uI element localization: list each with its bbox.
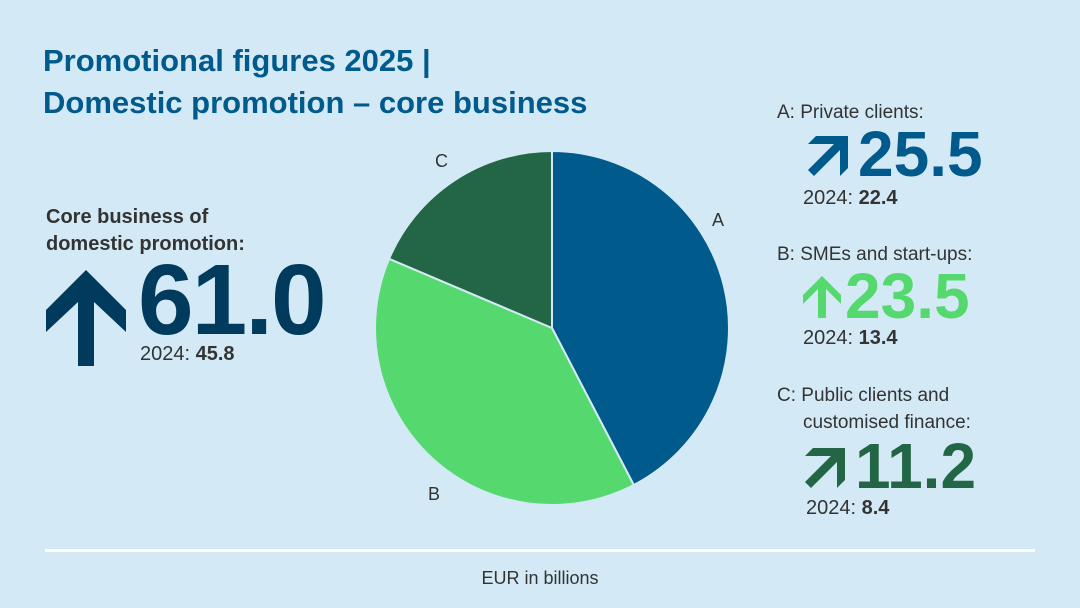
unit-label: EUR in billions [481, 568, 599, 588]
segment-a-prev: 2024: 22.4 [803, 187, 898, 209]
segment-b-prev: 2024: 13.4 [803, 327, 898, 349]
segment-c-value: 11.2 [855, 430, 977, 502]
arrow-up-icon [46, 270, 126, 366]
pie-slice-a [551, 149, 730, 487]
segment-c-label: C: Public clients and customised finance… [777, 382, 971, 436]
pie-chart [374, 149, 730, 506]
segment-b-label: B: SMEs and start-ups: [777, 244, 973, 265]
core-label-line-2: domestic promotion: [46, 233, 245, 255]
arrow-up-right-icon [805, 448, 845, 488]
core-prev: 2024: 45.8 [140, 343, 235, 365]
page-title: Promotional figures 2025 | Domestic prom… [43, 40, 587, 124]
pie-slice-b [374, 257, 636, 506]
segment-a-value: 25.5 [858, 118, 983, 190]
pie-label-c: C [435, 151, 448, 171]
pie-label-b: B [428, 484, 441, 504]
segment-a-label: A: Private clients: [777, 102, 924, 123]
title-line-2: Domestic promotion – core business [43, 85, 588, 120]
footer-divider [45, 549, 1035, 552]
segment-c-label-line-2: customised finance: [803, 412, 971, 433]
segment-b-value: 23.5 [845, 260, 970, 332]
core-label: Core business of domestic promotion: [46, 204, 245, 258]
arrow-up-icon [803, 276, 841, 318]
segment-c-prev: 2024: 8.4 [806, 497, 890, 519]
core-value: 61.0 [138, 244, 327, 356]
arrow-up-right-icon [808, 136, 848, 176]
pie-label-a: A [712, 210, 725, 230]
segment-c-label-line-1: C: Public clients and [777, 385, 950, 406]
title-line-1: Promotional figures 2025 | [43, 43, 431, 78]
core-label-line-1: Core business of [46, 206, 209, 228]
pie-slice-c [387, 149, 553, 330]
